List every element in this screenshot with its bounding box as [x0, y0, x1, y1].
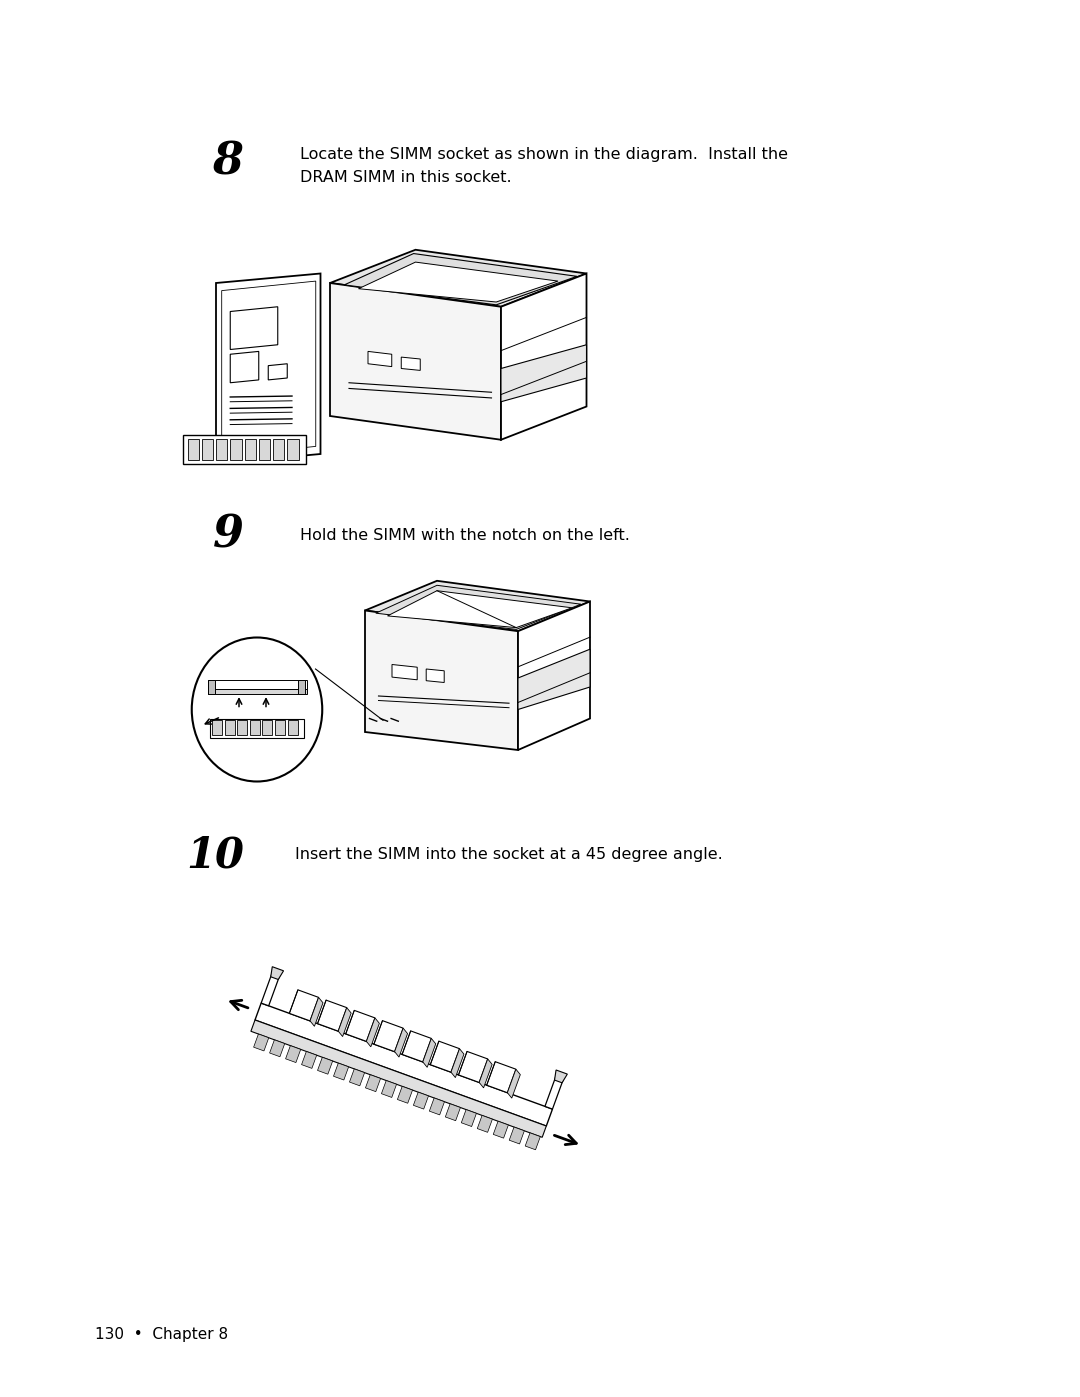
Polygon shape — [273, 439, 284, 460]
Polygon shape — [230, 352, 259, 383]
Polygon shape — [397, 1087, 413, 1104]
Polygon shape — [501, 274, 586, 440]
Polygon shape — [207, 680, 307, 689]
Polygon shape — [359, 263, 558, 302]
Polygon shape — [477, 1115, 492, 1133]
Polygon shape — [381, 1080, 396, 1098]
Polygon shape — [487, 1062, 516, 1092]
Polygon shape — [289, 990, 319, 1021]
Text: 10: 10 — [186, 834, 244, 876]
Polygon shape — [394, 1028, 407, 1058]
Polygon shape — [518, 602, 590, 750]
Polygon shape — [230, 439, 242, 460]
Polygon shape — [183, 434, 307, 464]
Polygon shape — [374, 1021, 403, 1052]
Polygon shape — [402, 1031, 431, 1062]
Polygon shape — [330, 250, 586, 307]
Polygon shape — [212, 721, 221, 735]
Text: 9: 9 — [213, 514, 243, 556]
Polygon shape — [254, 1034, 269, 1051]
Polygon shape — [188, 439, 199, 460]
Polygon shape — [330, 284, 501, 440]
Polygon shape — [388, 591, 572, 627]
Polygon shape — [368, 352, 392, 366]
Polygon shape — [508, 1069, 521, 1098]
Polygon shape — [270, 1039, 285, 1056]
Ellipse shape — [192, 637, 322, 781]
Polygon shape — [365, 1074, 380, 1091]
Polygon shape — [350, 1069, 365, 1085]
Polygon shape — [259, 439, 270, 460]
Polygon shape — [255, 1003, 553, 1126]
Text: 130  •  Chapter 8: 130 • Chapter 8 — [95, 1327, 228, 1343]
Polygon shape — [459, 1052, 488, 1083]
Polygon shape — [366, 1018, 379, 1046]
Polygon shape — [518, 650, 590, 710]
Polygon shape — [287, 439, 299, 460]
Text: 8: 8 — [213, 141, 243, 183]
Polygon shape — [202, 439, 213, 460]
Polygon shape — [216, 274, 321, 464]
Polygon shape — [451, 1049, 464, 1077]
Polygon shape — [445, 1104, 460, 1120]
Polygon shape — [545, 1073, 565, 1109]
Polygon shape — [427, 669, 444, 683]
Text: Locate the SIMM socket as shown in the diagram.  Install the: Locate the SIMM socket as shown in the d… — [300, 148, 788, 162]
Text: Hold the SIMM with the notch on the left.: Hold the SIMM with the notch on the left… — [300, 528, 630, 542]
Polygon shape — [501, 345, 586, 402]
Polygon shape — [345, 253, 577, 305]
Polygon shape — [244, 439, 256, 460]
Polygon shape — [480, 1059, 492, 1088]
Polygon shape — [554, 1070, 567, 1083]
Polygon shape — [461, 1109, 476, 1126]
Polygon shape — [402, 358, 420, 370]
Polygon shape — [318, 1058, 333, 1074]
Polygon shape — [261, 970, 281, 1006]
Polygon shape — [262, 721, 272, 735]
Polygon shape — [285, 1045, 300, 1063]
Polygon shape — [271, 967, 284, 979]
Polygon shape — [225, 721, 234, 735]
Polygon shape — [334, 1063, 349, 1080]
Text: DRAM SIMM in this socket.: DRAM SIMM in this socket. — [300, 169, 512, 184]
Polygon shape — [392, 665, 417, 680]
Polygon shape — [414, 1092, 429, 1109]
Polygon shape — [365, 610, 518, 750]
Polygon shape — [301, 1052, 316, 1069]
Polygon shape — [275, 721, 285, 735]
Polygon shape — [221, 281, 315, 455]
Polygon shape — [365, 581, 590, 631]
Polygon shape — [318, 1000, 347, 1031]
Polygon shape — [251, 1020, 546, 1137]
Polygon shape — [207, 689, 307, 694]
Polygon shape — [430, 1098, 445, 1115]
Polygon shape — [525, 1133, 540, 1150]
Polygon shape — [510, 1127, 525, 1144]
Text: Insert the SIMM into the socket at a 45 degree angle.: Insert the SIMM into the socket at a 45 … — [295, 848, 723, 862]
Polygon shape — [216, 439, 228, 460]
Polygon shape — [422, 1038, 435, 1067]
Polygon shape — [238, 721, 247, 735]
Polygon shape — [376, 585, 581, 630]
Polygon shape — [230, 307, 278, 349]
Polygon shape — [268, 363, 287, 380]
Polygon shape — [346, 1010, 375, 1041]
Polygon shape — [310, 997, 323, 1027]
Polygon shape — [297, 680, 305, 694]
Polygon shape — [207, 680, 215, 694]
Polygon shape — [287, 721, 297, 735]
Polygon shape — [494, 1122, 509, 1139]
Polygon shape — [249, 721, 259, 735]
Polygon shape — [430, 1041, 459, 1071]
Polygon shape — [338, 1007, 351, 1037]
